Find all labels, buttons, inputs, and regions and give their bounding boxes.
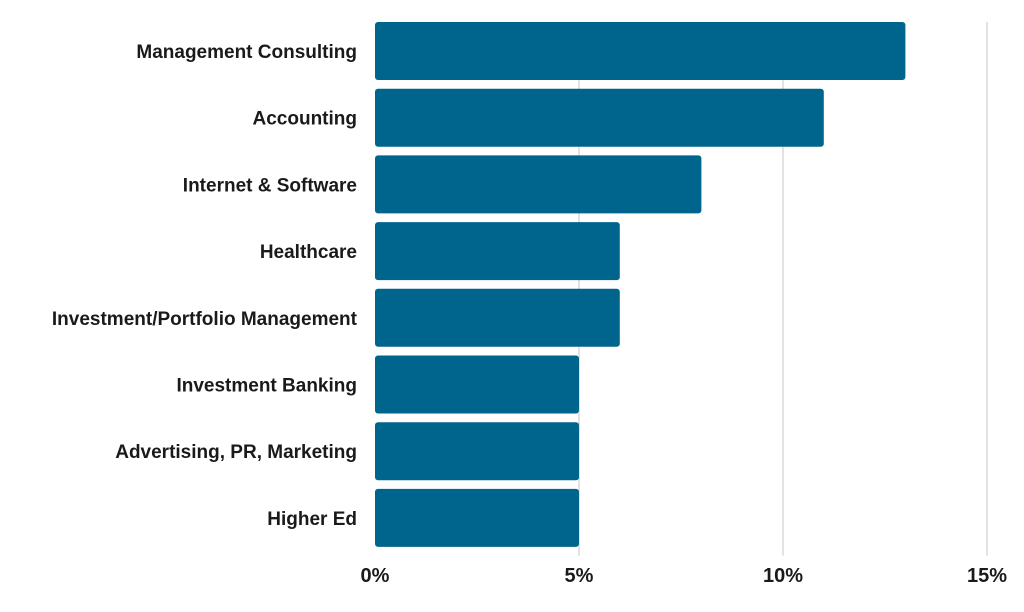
x-tick-label: 5% [565,565,594,587]
x-tick-label: 15% [967,565,1007,587]
bar [375,355,579,414]
category-label: Internet & Software [183,175,357,196]
bar [375,488,579,547]
bar-layer [375,22,906,547]
bar [375,155,702,214]
category-label: Accounting [253,109,358,130]
category-label: Higher Ed [267,509,357,530]
tick-label-layer: 0% 5% 10% 15% [361,565,1008,587]
bar [375,288,620,347]
bar [375,88,824,147]
x-tick-label: 0% [361,565,390,587]
category-label: Investment Banking [176,376,357,397]
category-label-layer: Management Consulting Accounting Internet … [52,42,358,530]
category-label: Investment/Portfolio Management [52,309,358,330]
bar [375,222,620,281]
category-label: Healthcare [260,242,357,263]
category-label: Advertising, PR, Marketing [115,442,357,463]
bar [375,22,906,80]
x-tick-label: 10% [763,565,803,587]
bar [375,422,579,481]
category-label: Management Consulting [136,42,357,63]
